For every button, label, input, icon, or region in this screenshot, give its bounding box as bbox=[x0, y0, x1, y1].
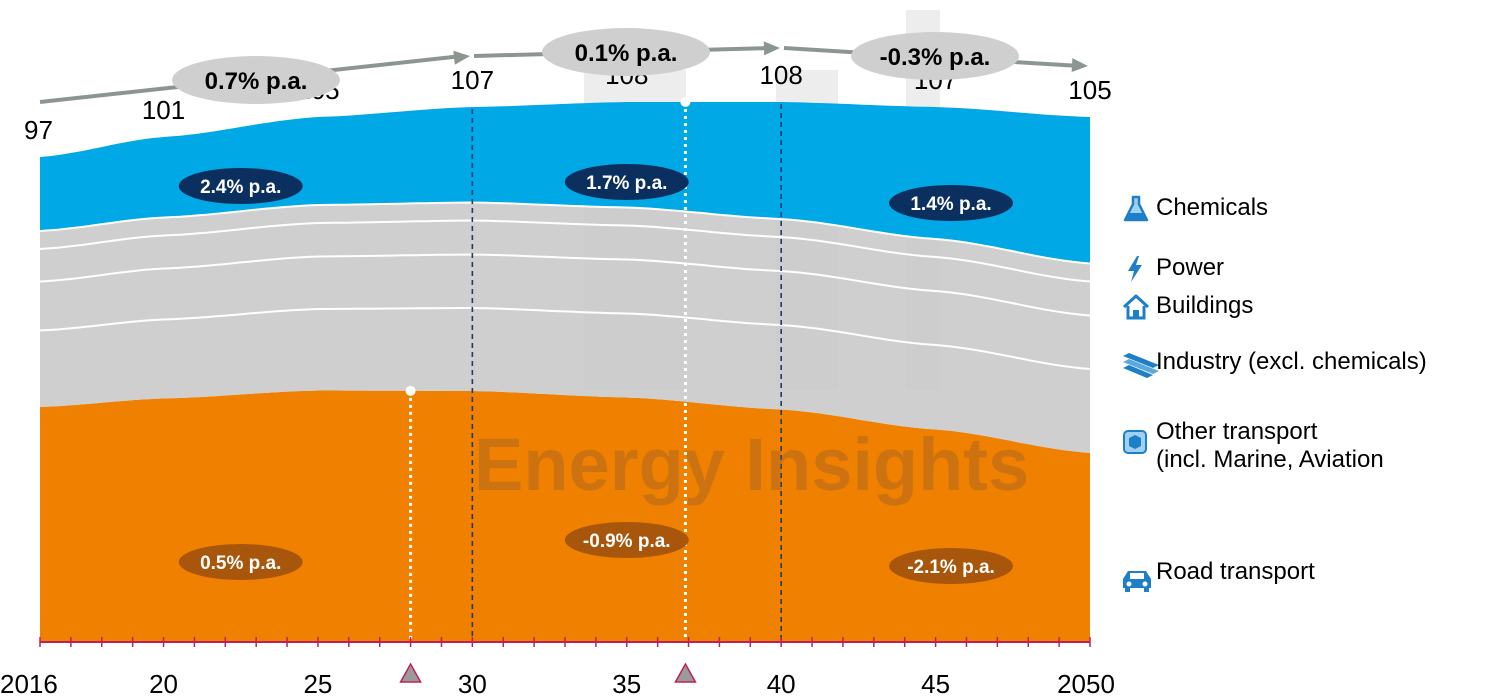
chemicals-growth-pill-label: 1.4% p.a. bbox=[910, 194, 991, 215]
area-other-transport-incl-marine-aviation bbox=[40, 308, 1090, 453]
legend-label-other-transport-line2: (incl. Marine, Aviation bbox=[1156, 446, 1384, 473]
chemicals-growth-pill-label: 1.7% p.a. bbox=[586, 173, 667, 194]
area-separator-line bbox=[39, 253, 1091, 317]
growth-pills: 2.4% p.a. 1.7% p.a. 1.4% p.a. 0.5% p.a. -0.9… bbox=[178, 164, 1014, 584]
x-tick-label: 35 bbox=[612, 669, 641, 698]
road-growth-pill-shape bbox=[564, 522, 689, 558]
area-industry-excl-chemicals bbox=[40, 254, 1090, 369]
total-label: 108 bbox=[759, 60, 802, 90]
total-label: 107 bbox=[451, 65, 494, 95]
period-growth-label: -0.3% p.a. bbox=[880, 44, 991, 71]
period-growth-label: 0.7% p.a. bbox=[205, 68, 308, 95]
peak-markers bbox=[399, 97, 697, 683]
period-growth-label: 0.1% p.a. bbox=[575, 40, 678, 67]
x-tick-label: 45 bbox=[921, 669, 950, 698]
growth-arrow-head bbox=[763, 41, 780, 56]
area-road-transport bbox=[40, 390, 1090, 642]
x-tick-label: 20 bbox=[149, 669, 178, 698]
legend-item-buildings: Buildings bbox=[1120, 292, 1253, 322]
house-icon bbox=[1122, 294, 1150, 320]
peak-triangle bbox=[399, 662, 422, 683]
total-label: 97 bbox=[24, 115, 53, 145]
period-growth-pill-shape bbox=[172, 56, 340, 104]
lightning-icon bbox=[1128, 256, 1142, 282]
x-tick-label: 30 bbox=[458, 669, 487, 698]
legend-label-chemicals: Chemicals bbox=[1156, 194, 1269, 221]
legend-label-road-transport: Road transport bbox=[1156, 558, 1315, 585]
container-icon bbox=[1123, 430, 1147, 454]
chemicals-growth-pill-shape bbox=[564, 164, 689, 200]
peak-triangle bbox=[674, 662, 697, 683]
area-separator-line bbox=[39, 201, 1091, 265]
legend-label-buildings: Buildings bbox=[1156, 292, 1254, 319]
chemicals-growth-pill-label: 2.4% p.a. bbox=[200, 177, 281, 198]
legend-label-power: Power bbox=[1156, 254, 1225, 281]
legend-item-other-transport: Other transport (incl. Marine, Aviation bbox=[1120, 418, 1384, 474]
legend-item-power: Power bbox=[1120, 254, 1224, 284]
legend-item-chemicals: Chemicals bbox=[1120, 194, 1268, 224]
chemicals-growth-pill-shape bbox=[889, 185, 1014, 221]
legend-item-road-transport: Road transport bbox=[1120, 558, 1315, 594]
growth-arrow-head bbox=[1071, 58, 1088, 72]
flask-icon bbox=[1123, 195, 1149, 222]
period-growth-pill-shape bbox=[542, 28, 710, 76]
road-growth-pill-shape bbox=[178, 544, 303, 580]
road-growth-pill-shape bbox=[889, 548, 1014, 584]
x-tick-label: 2050 bbox=[1057, 669, 1115, 698]
period-growth-pill-shape bbox=[851, 32, 1019, 80]
area-separator-line bbox=[39, 219, 1091, 283]
steel-beams-icon bbox=[1123, 353, 1159, 378]
total-label: 101 bbox=[142, 95, 185, 125]
period-dividers bbox=[471, 104, 782, 642]
car-icon bbox=[1123, 571, 1151, 592]
x-axis: 2016 20 25 30 35 40 45 2050 bbox=[0, 637, 1115, 698]
watermark-text: Energy Insights bbox=[474, 423, 1029, 506]
legend-label-other-transport-line1: Other transport bbox=[1156, 418, 1318, 445]
road-growth-pill-label: 0.5% p.a. bbox=[200, 553, 281, 574]
area-separator-line bbox=[39, 307, 1091, 370]
chemicals-growth-pill-shape bbox=[178, 168, 303, 204]
x-tick-label: 2016 bbox=[0, 669, 58, 698]
peak-dot bbox=[680, 97, 691, 107]
peak-dot bbox=[405, 385, 416, 396]
legend-item-industry: Industry (excl. chemicals) bbox=[1120, 348, 1427, 378]
road-growth-pill-label: -0.9% p.a. bbox=[583, 531, 671, 552]
growth-arrow-head bbox=[453, 50, 470, 65]
x-tick-label: 25 bbox=[303, 669, 332, 698]
total-label: 105 bbox=[1068, 75, 1111, 105]
road-growth-pill-label: -2.1% p.a. bbox=[907, 557, 995, 578]
legend: Chemicals Power Buildings Industry (excl… bbox=[1120, 0, 1498, 698]
x-tick-label: 40 bbox=[767, 669, 796, 698]
period-growth-arrows: 0.7% p.a. 0.1% p.a. -0.3% p.a. bbox=[39, 28, 1088, 104]
area-power bbox=[40, 202, 1090, 282]
legend-label-industry: Industry (excl. chemicals) bbox=[1156, 348, 1427, 375]
legend-label-other-transport: Other transport (incl. Marine, Aviation bbox=[1156, 418, 1384, 474]
area-buildings bbox=[40, 220, 1090, 316]
